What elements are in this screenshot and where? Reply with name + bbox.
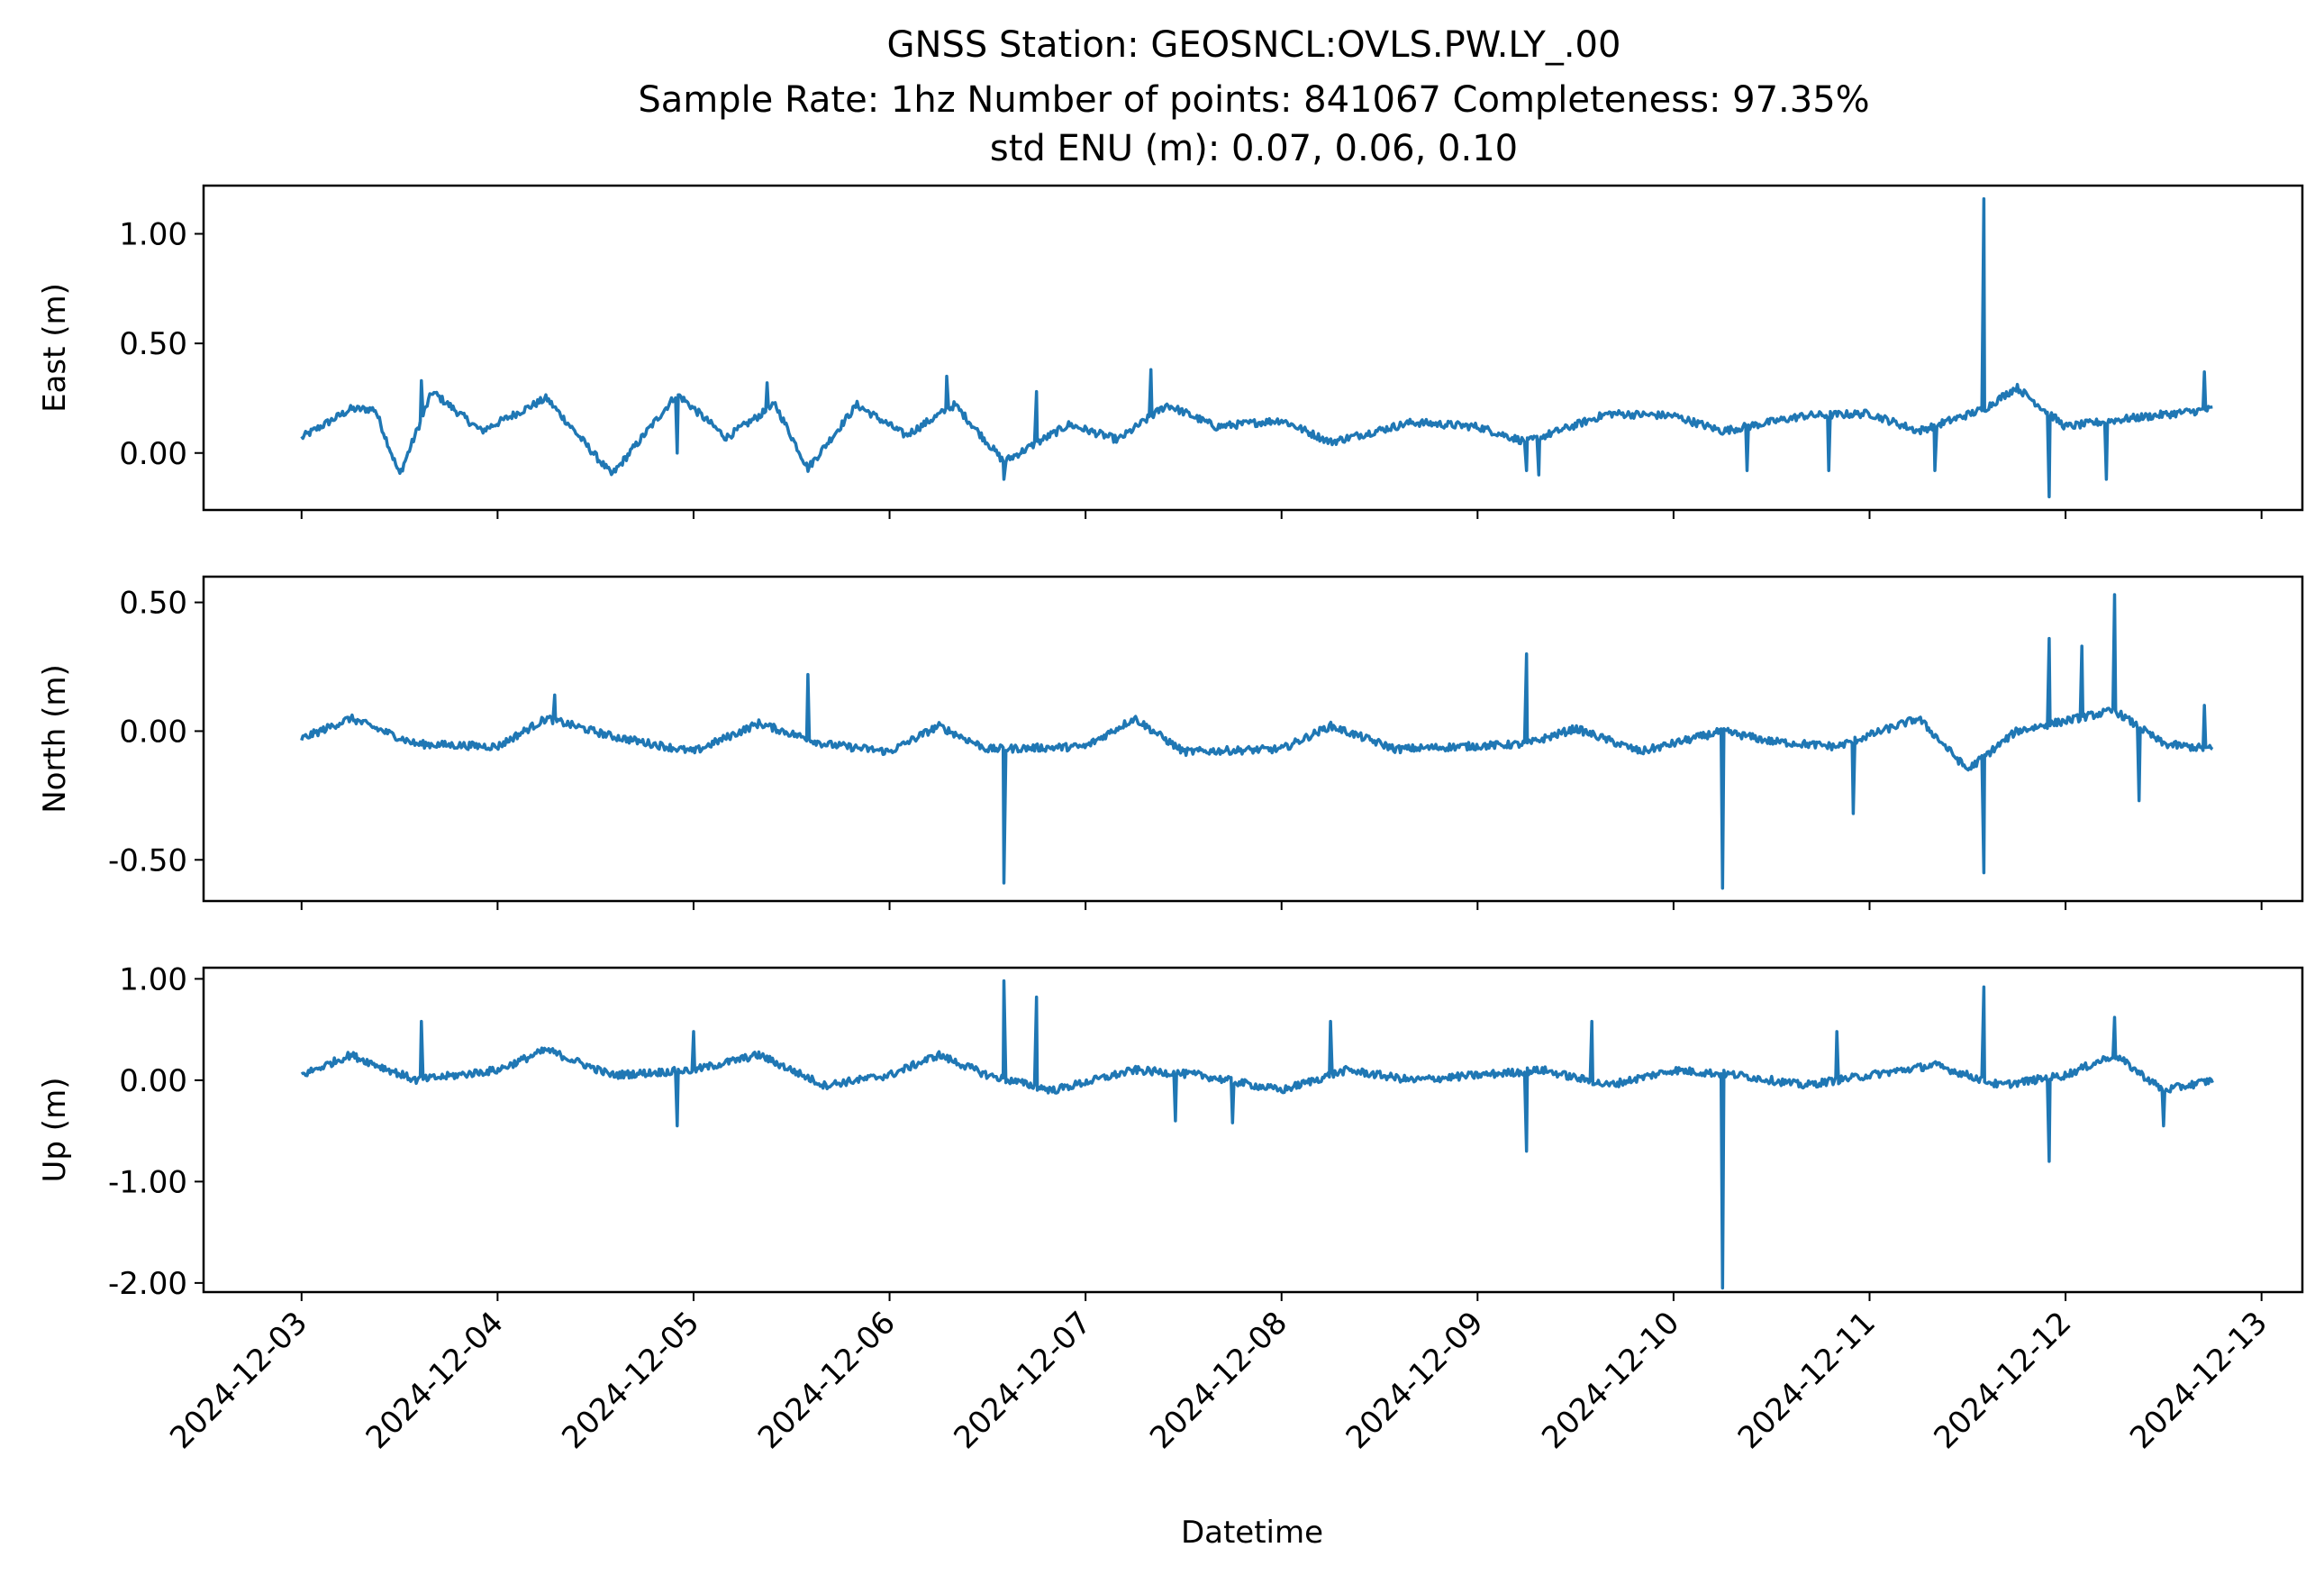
y-tick-label: 1.00 <box>119 961 187 997</box>
x-tick-label: 2024-12-11 <box>1731 1305 1883 1456</box>
east-panel: 0.00 0.50 1.00 East (m) <box>37 184 2304 519</box>
up-panel: -2.00 -1.00 0.00 1.00 2024-12-03 2024-12-04 20… <box>37 961 2304 1456</box>
y-axis-label: North (m) <box>37 664 73 814</box>
y-axis-label: Up (m) <box>37 1078 73 1183</box>
y-tick-label: 1.00 <box>119 217 187 253</box>
y-axis-label: East (m) <box>37 283 73 413</box>
figure-title-line-3: std ENU (m): 0.07, 0.06, 0.10 <box>990 128 1518 169</box>
y-tick-label: 0.50 <box>119 586 187 622</box>
north-panel: -0.50 0.00 0.50 North (m) <box>37 575 2304 910</box>
y-tick-label: 0.50 <box>119 326 187 362</box>
y-tick-label: -0.50 <box>108 842 187 879</box>
series-line <box>300 979 2214 1290</box>
plot-frame <box>202 184 2304 512</box>
y-tick-label: 0.00 <box>119 436 187 472</box>
plot-frame <box>202 575 2304 903</box>
x-tick-label: 2024-12-06 <box>751 1305 903 1456</box>
x-tick-label: 2024-12-08 <box>1143 1305 1294 1456</box>
plot-frame <box>202 966 2304 1294</box>
figure-title-line-2: Sample Rate: 1hz Number of points: 84106… <box>638 79 1869 121</box>
x-tick-label: 2024-12-03 <box>163 1305 314 1456</box>
figure-title-line-1: GNSS Station: GEOSNCL:OVLS.PW.LY_.00 <box>887 24 1621 66</box>
y-tick-label: 0.00 <box>119 1063 187 1099</box>
y-tick-label: 0.00 <box>119 714 187 750</box>
series-line <box>300 196 2213 499</box>
x-tick-label: 2024-12-07 <box>948 1305 1099 1456</box>
x-tick-label: 2024-12-10 <box>1535 1305 1686 1456</box>
series-line <box>300 593 2214 890</box>
x-tick-label: 2024-12-13 <box>2123 1305 2274 1456</box>
y-tick-label: -2.00 <box>108 1266 187 1302</box>
x-tick-label: 2024-12-04 <box>359 1305 511 1456</box>
x-tick-label: 2024-12-05 <box>555 1305 706 1456</box>
y-tick-label: -1.00 <box>108 1164 187 1200</box>
x-tick-label: 2024-12-09 <box>1339 1305 1491 1456</box>
x-tick-label: 2024-12-12 <box>1927 1305 2078 1456</box>
x-axis-label: Datetime <box>1181 1515 1323 1551</box>
